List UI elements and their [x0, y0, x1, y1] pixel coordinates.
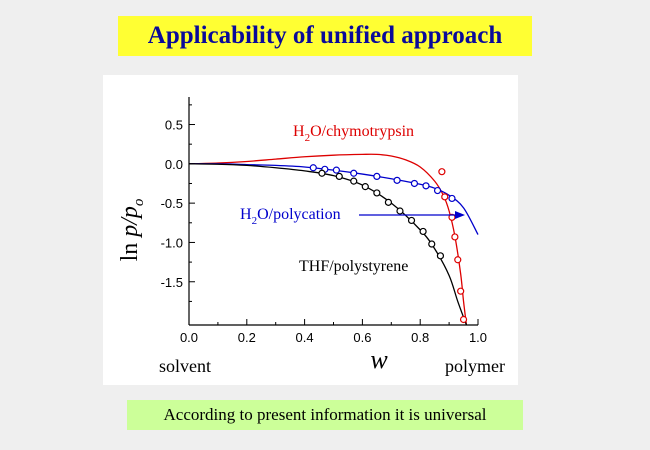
y-tick-label: -1.0: [161, 235, 183, 250]
x-tick-label: 0.6: [353, 330, 371, 345]
x-tick-label: 0.0: [180, 330, 198, 345]
y-axis-label-var: p/p: [117, 206, 143, 239]
x-axis-right-note: polymer: [445, 356, 505, 376]
series-2-point-3: [361, 183, 369, 191]
series-1-point-2: [332, 166, 340, 174]
series-2-point-8: [419, 227, 427, 236]
footer-note-text: According to present information it is u…: [163, 405, 487, 424]
x-tick-label: 0.8: [411, 330, 429, 345]
series-0-point-5: [457, 287, 465, 295]
series-label-polystyrene: THF/polystyrene: [299, 258, 408, 275]
series-0-curve: [189, 153, 468, 325]
series-2-point-9: [428, 240, 436, 248]
series-1-point-6: [410, 179, 419, 188]
series-0-point-4: [454, 256, 462, 264]
series-2-point-0: [318, 169, 326, 177]
series-2-point-2: [350, 177, 358, 185]
series-2-point-4: [373, 189, 381, 197]
fit-curves: [189, 153, 479, 325]
series-1-point-4: [373, 172, 381, 181]
ln-p-po-vs-w-chart: 0.0 0.2 0.4 0.6 0.8 1.0 0.5 0.0 -0.5 -1.0 -1.5 ln p…: [117, 97, 505, 376]
series-label-chymotrypsin: H2O/chymotrypsin: [293, 123, 414, 144]
y-tick-label: 0.5: [165, 118, 183, 133]
y-tick-label: 0.0: [165, 157, 183, 172]
series-2-point-10: [436, 252, 445, 260]
slide-title-text: Applicability of unified approach: [147, 22, 503, 49]
axes: [188, 97, 479, 326]
series-1-point-9: [448, 194, 456, 203]
series-0-point-2: [448, 213, 456, 221]
x-axis-left-note: solvent: [159, 356, 211, 376]
y-tick-label: -1.5: [161, 275, 183, 290]
series-1-curve: [189, 163, 479, 235]
polycation-arrow: [359, 211, 465, 219]
series-0-point-0: [438, 168, 446, 176]
series-2-point-1: [335, 172, 343, 181]
slide-title: Applicability of unified approach: [118, 16, 532, 56]
y-axis-label: ln p/po: [117, 198, 147, 261]
tick-labels: 0.0 0.2 0.4 0.6 0.8 1.0 0.5 0.0 -0.5 -1.0 -1.5: [161, 118, 487, 345]
x-tick-label: 1.0: [469, 330, 487, 345]
x-axis-label: w: [370, 345, 388, 374]
y-axis-label-sub: o: [131, 198, 147, 206]
y-axis-label-ln: ln: [117, 243, 143, 262]
series-2-point-5: [384, 198, 393, 206]
series-0-point-3: [451, 233, 459, 241]
chart-panel: 0.0 0.2 0.4 0.6 0.8 1.0 0.5 0.0 -0.5 -1.0 -1.5 ln p…: [103, 75, 518, 385]
series-1-point-5: [393, 176, 401, 184]
series-2-point-7: [407, 216, 416, 225]
series-1-point-7: [422, 182, 430, 190]
y-tick-label: -0.5: [161, 196, 183, 211]
series-1-point-3: [350, 169, 358, 177]
series-label-polycation: H2O/polycation: [240, 206, 341, 227]
series-0-point-1: [441, 193, 449, 201]
x-tick-label: 0.2: [238, 330, 256, 345]
x-tick-label: 0.4: [296, 330, 314, 345]
footer-note: According to present information it is u…: [127, 400, 523, 430]
series-1-point-8: [433, 186, 442, 195]
series-2-point-6: [396, 207, 404, 215]
data-markers: [309, 164, 468, 324]
series-1-point-0: [309, 164, 317, 172]
series-0-point-6: [459, 315, 468, 324]
